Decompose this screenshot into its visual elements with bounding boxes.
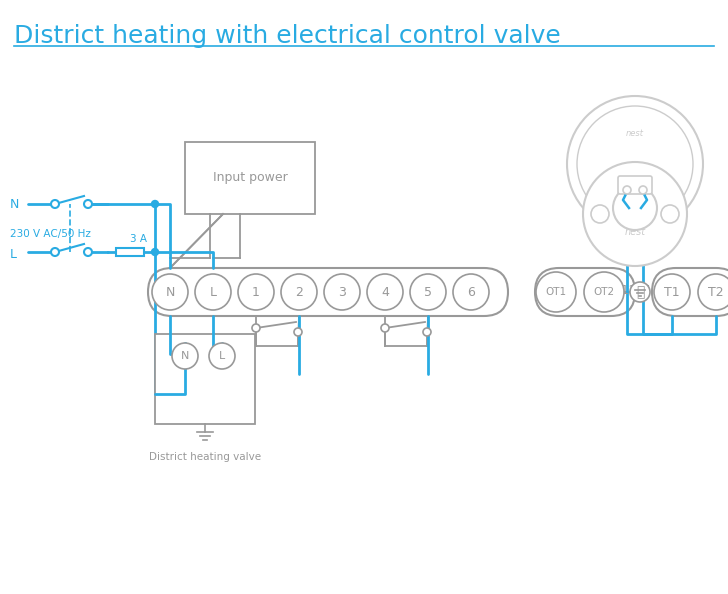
Text: 3 A: 3 A — [130, 234, 147, 244]
Text: 2: 2 — [295, 286, 303, 299]
Text: 5: 5 — [424, 286, 432, 299]
Circle shape — [639, 186, 647, 194]
Text: L: L — [210, 286, 216, 299]
Text: OT2: OT2 — [593, 287, 614, 297]
Circle shape — [51, 200, 59, 208]
Text: District heating valve: District heating valve — [149, 452, 261, 462]
Text: L: L — [10, 248, 17, 261]
Circle shape — [698, 274, 728, 310]
Circle shape — [613, 186, 657, 230]
Circle shape — [195, 274, 231, 310]
Circle shape — [410, 274, 446, 310]
Text: OT1: OT1 — [545, 287, 566, 297]
Circle shape — [172, 343, 198, 369]
Circle shape — [661, 205, 679, 223]
Text: 230 V AC/50 Hz: 230 V AC/50 Hz — [10, 229, 91, 239]
Circle shape — [577, 106, 693, 222]
Circle shape — [151, 248, 159, 255]
Circle shape — [583, 162, 687, 266]
Text: T2: T2 — [708, 286, 724, 299]
Circle shape — [238, 274, 274, 310]
Text: nest: nest — [625, 227, 646, 237]
Text: L: L — [219, 351, 225, 361]
Circle shape — [367, 274, 403, 310]
Circle shape — [630, 282, 650, 302]
Circle shape — [591, 205, 609, 223]
Text: 3: 3 — [338, 286, 346, 299]
FancyBboxPatch shape — [155, 334, 255, 424]
Text: 1: 1 — [252, 286, 260, 299]
Text: N: N — [165, 286, 175, 299]
Circle shape — [567, 96, 703, 232]
FancyBboxPatch shape — [185, 142, 315, 214]
Text: N: N — [181, 351, 189, 361]
FancyBboxPatch shape — [148, 268, 508, 316]
Circle shape — [423, 328, 431, 336]
Text: ⏚: ⏚ — [636, 285, 644, 299]
Circle shape — [324, 274, 360, 310]
Circle shape — [84, 248, 92, 256]
Text: District heating with electrical control valve: District heating with electrical control… — [14, 24, 561, 48]
FancyBboxPatch shape — [652, 268, 728, 316]
Text: 12 V: 12 V — [621, 284, 649, 297]
Circle shape — [152, 274, 188, 310]
Text: N: N — [10, 197, 20, 210]
Circle shape — [623, 186, 631, 194]
Circle shape — [151, 201, 159, 207]
FancyBboxPatch shape — [618, 176, 652, 194]
FancyBboxPatch shape — [535, 268, 635, 316]
Text: nest: nest — [626, 129, 644, 138]
Circle shape — [453, 274, 489, 310]
Circle shape — [584, 272, 624, 312]
Circle shape — [654, 274, 690, 310]
Circle shape — [84, 200, 92, 208]
Text: Input power: Input power — [213, 172, 288, 185]
Bar — [116, 248, 144, 256]
Circle shape — [252, 324, 260, 332]
Text: 4: 4 — [381, 286, 389, 299]
Text: T1: T1 — [664, 286, 680, 299]
Text: 6: 6 — [467, 286, 475, 299]
Circle shape — [281, 274, 317, 310]
Circle shape — [536, 272, 576, 312]
Circle shape — [209, 343, 235, 369]
Circle shape — [51, 248, 59, 256]
Circle shape — [381, 324, 389, 332]
Circle shape — [294, 328, 302, 336]
